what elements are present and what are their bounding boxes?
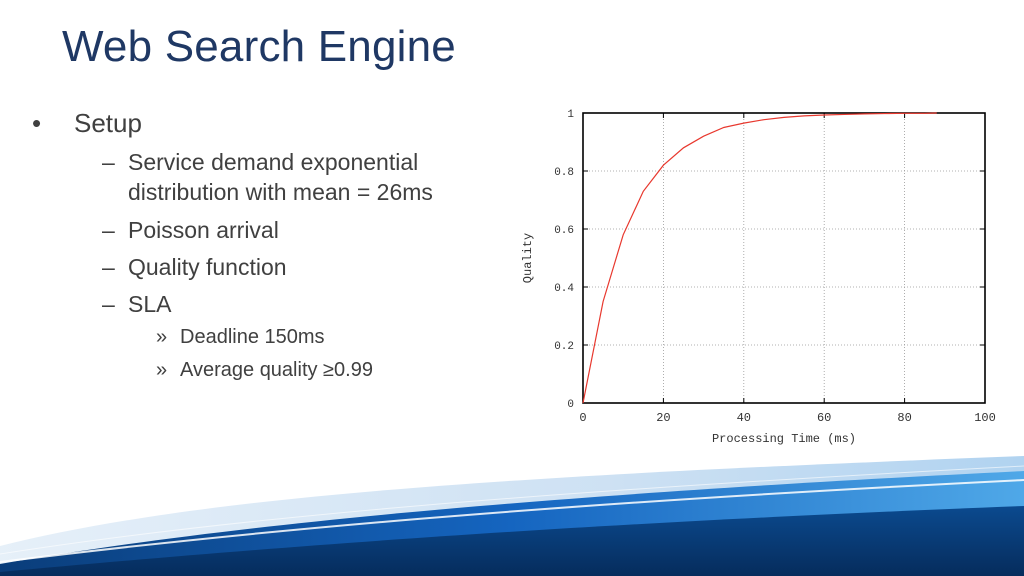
sla-item-text: Average quality ≥0.99 [180,359,373,381]
y-tick-label: 0.6 [554,225,574,237]
dash-marker: – [102,291,115,317]
y-tick-label: 0.2 [554,341,574,353]
x-tick-label: 0 [579,411,586,425]
sub-bullet-text: Service demand exponential [128,149,419,175]
bullet-list: • Setup – Service demand exponential dis… [0,0,520,420]
plot-frame [582,112,986,404]
sla-item-text: Deadline 150ms [180,326,325,348]
sub-bullet-text-continued: distribution with mean = 26ms [128,179,433,205]
x-axis-label: Processing Time (ms) [712,432,856,446]
decorative-wave-graphic [0,456,1024,576]
x-tick-label: 80 [897,411,911,425]
dash-marker: – [102,217,115,243]
sub-marker: » [156,326,168,348]
dash-marker: – [102,254,115,280]
y-axis-label: Quality [521,233,535,283]
quality-curve-line [582,112,937,404]
x-tick-label: 20 [656,411,670,425]
quality-chart: 0 20 40 60 80 100 0 0.2 0.4 0.6 0.8 1 Processing Tim… [521,109,996,446]
sub-bullet-text: Quality function [128,254,287,280]
slide-title: Web Search Engine [62,22,456,71]
y-tick-label: 0.4 [554,283,574,295]
x-tick-label: 60 [817,411,831,425]
y-tick-label: 0 [567,399,574,411]
sub-bullet-text: SLA [128,291,172,317]
bullet-setup-text: Setup [74,108,142,138]
dash-marker: – [102,149,115,175]
x-tick-label: 100 [974,411,996,425]
x-tick-label: 40 [737,411,751,425]
sub-marker: » [156,359,168,381]
bullet-marker: • [32,108,42,138]
y-tick-label: 1 [567,109,574,121]
y-tick-label: 0.8 [554,167,574,179]
sub-bullet-text: Poisson arrival [128,217,279,243]
